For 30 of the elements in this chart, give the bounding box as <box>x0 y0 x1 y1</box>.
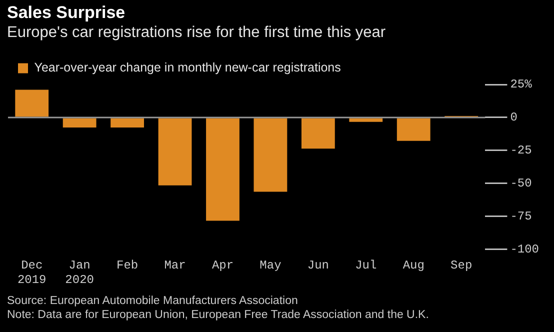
bar <box>206 118 240 221</box>
bar <box>158 118 192 186</box>
y-tick-label: 0 <box>510 110 518 125</box>
x-tick-label: Apr <box>212 258 234 273</box>
bar <box>15 90 49 117</box>
bar <box>349 118 383 122</box>
chart-title: Sales Surprise <box>7 3 126 23</box>
text: Note: Data are for European Union, European Free Trade Association and the U.K. <box>7 308 429 322</box>
y-tick-label: 25% <box>510 78 533 92</box>
x-tick-label: Dec 2019 <box>17 258 46 287</box>
y-tick-label: -100 <box>510 242 540 256</box>
x-tick-label: Jan 2020 <box>65 258 94 287</box>
x-tick-label: Aug <box>402 258 424 273</box>
x-tick-label: Jul <box>355 258 377 273</box>
bar <box>254 118 288 192</box>
x-tick-label: Feb <box>116 258 138 273</box>
bar <box>301 118 335 149</box>
y-tick-label: -50 <box>510 176 532 190</box>
x-tick-label: Jun <box>307 258 329 273</box>
x-tick-label: Sep <box>450 258 472 273</box>
x-tick-label: May <box>260 258 282 273</box>
bar <box>396 118 430 141</box>
legend-label: Year-over-year change in monthly new-car registrations <box>34 60 341 75</box>
bar <box>110 118 144 128</box>
chart-subtitle: Europe's car registrations rise for the first time this year <box>7 24 386 42</box>
x-tick-label: Mar <box>164 258 186 273</box>
y-tick-label: -75 <box>510 209 532 224</box>
bar <box>62 118 96 128</box>
y-tick-label: -25 <box>510 144 532 158</box>
source-note: Source: European Automobile Manufacturers Association <box>7 294 299 308</box>
